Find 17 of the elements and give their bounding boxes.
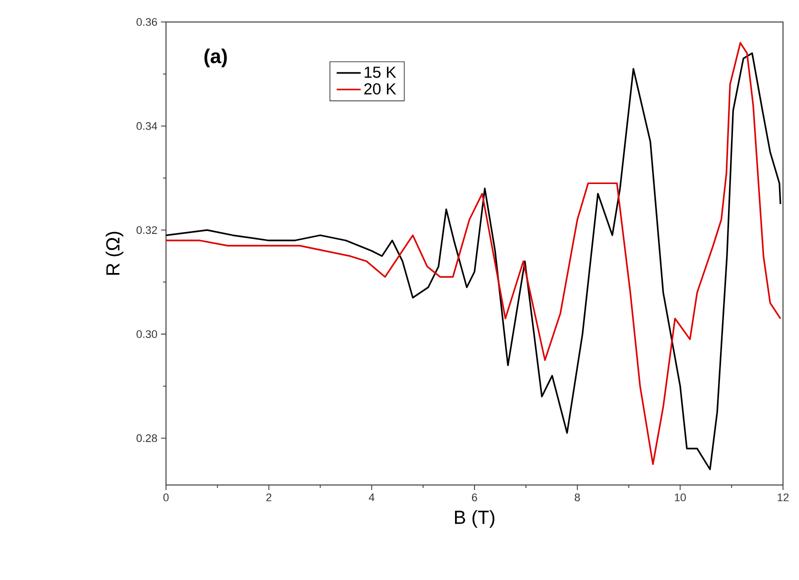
y-tick-label: 0.30 [136, 330, 158, 338]
x-tick-label: 12 [778, 494, 789, 502]
legend-label: 15 K [364, 66, 396, 78]
x-tick-label: 10 [674, 494, 686, 502]
x-tick-label: 6 [472, 494, 478, 502]
annotation: (a) [204, 48, 227, 68]
y-tick-label: 0.28 [136, 434, 158, 442]
y-tick-label: 0.34 [136, 122, 158, 130]
y-tick-label: 0.32 [136, 226, 157, 234]
legend-label: 20 K [364, 83, 396, 94]
y-tick-label: 0.36 [136, 18, 158, 26]
x-tick-label: 2 [266, 494, 272, 502]
x-axis-title: B (T) [455, 510, 494, 528]
y-axis-title: R (Ω) [106, 232, 124, 275]
x-tick-label: 8 [574, 494, 580, 502]
x-tick-label: 4 [368, 494, 374, 502]
x-tick-label: 0 [163, 494, 169, 502]
